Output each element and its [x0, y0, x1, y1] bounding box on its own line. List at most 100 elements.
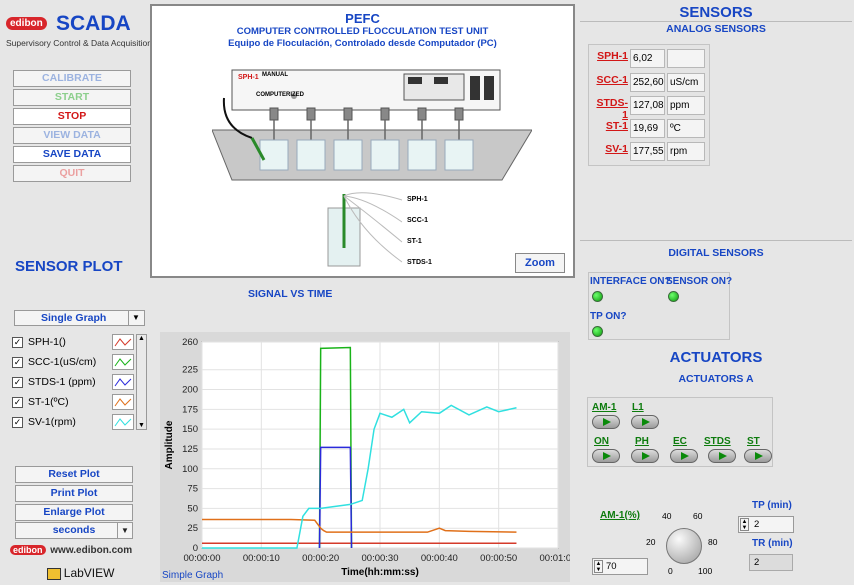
st-label: ST: [747, 436, 760, 447]
probe-beaker-drawing: [327, 192, 403, 267]
sv-1-value: 177,55: [630, 142, 665, 161]
logo: edibon SCADA Supervisory Control & Data …: [6, 12, 152, 50]
y-tick-label: 200: [182, 385, 198, 396]
stds-toggle[interactable]: [708, 449, 736, 463]
x-tick-label: 00:00:20: [302, 553, 339, 564]
am-1-percent-stepper[interactable]: ▲ ▼ 70: [592, 558, 648, 575]
graph-mode-select[interactable]: Single Graph ▼: [14, 310, 145, 326]
knob-tick-100: 100: [698, 566, 713, 576]
legend-checkbox-sph[interactable]: ✓: [12, 337, 23, 348]
scroll-up-icon[interactable]: ▲: [138, 335, 145, 342]
ec-label: EC: [673, 436, 687, 447]
legend-checkbox-st[interactable]: ✓: [12, 397, 23, 408]
l1-label: L1: [632, 402, 644, 413]
time-unit-select[interactable]: seconds ▼: [15, 522, 133, 539]
y-tick-label: 150: [182, 424, 198, 435]
actuators-a-heading: ACTUATORS A: [678, 373, 754, 385]
edibon-footer-logo: edibon www.edibon.com: [10, 545, 132, 556]
unit-title-es: Equipo de Floculación, Controlado desde …: [228, 38, 497, 49]
signal-vs-time-title: SIGNAL VS TIME: [248, 288, 333, 300]
legend-checkbox-stds[interactable]: ✓: [12, 377, 23, 388]
diagram-panel: PEFC COMPUTER CONTROLLED FLOCCULATION TE…: [150, 4, 575, 278]
legend-swatch-scc[interactable]: [112, 354, 134, 370]
view-data-button[interactable]: VIEW DATA: [13, 127, 131, 144]
legend-label-scc: SCC-1(uS/cm): [28, 356, 97, 368]
legend-swatch-sv[interactable]: [112, 414, 134, 430]
chevron-down-icon[interactable]: ▼: [128, 311, 143, 325]
probe-label-stds: STDS-1: [407, 259, 432, 266]
series-line-5: [202, 404, 517, 549]
simple-graph-label: Simple Graph: [162, 570, 224, 581]
y-tick-label: 0: [193, 543, 198, 554]
y-tick-label: 260: [182, 337, 198, 348]
stepper-arrows-icon[interactable]: ▲ ▼: [594, 560, 603, 573]
stds-1-value: 127,08: [630, 96, 665, 115]
knob-tick-60: 60: [693, 511, 703, 521]
signal-chart-svg: 0 25 50 75 100 125 150 175 200 225 260 00:00:00 00:0…: [164, 337, 576, 578]
legend-label-sv: SV-1(rpm): [28, 416, 76, 428]
tp-on-label: TP ON?: [590, 311, 627, 322]
ec-toggle[interactable]: [670, 449, 698, 463]
am-1-label: AM-1: [592, 402, 617, 413]
reset-plot-button[interactable]: Reset Plot: [15, 466, 133, 483]
unit-title-en: COMPUTER CONTROLLED FLOCCULATION TEST UN…: [236, 26, 489, 37]
legend-swatch-st[interactable]: [112, 394, 134, 410]
calibrate-button[interactable]: CALIBRATE: [13, 70, 131, 87]
sensors-heading: SENSORS: [580, 4, 852, 22]
print-plot-button[interactable]: Print Plot: [15, 485, 133, 502]
stds-label: STDS: [704, 436, 731, 447]
ph-label: PH: [635, 436, 649, 447]
l1-toggle[interactable]: [631, 415, 659, 429]
y-tick-label: 100: [182, 464, 198, 475]
scroll-down-icon[interactable]: ▼: [138, 422, 145, 429]
legend-scrollbar[interactable]: ▲ ▼: [136, 334, 147, 430]
y-tick-label: 175: [182, 404, 198, 415]
time-unit-value: seconds: [52, 524, 96, 536]
tp-min-label: TP (min): [752, 500, 792, 511]
am-1-toggle[interactable]: [592, 415, 620, 429]
ph-toggle[interactable]: [631, 449, 659, 463]
sph-1-value: 6,02: [630, 49, 665, 68]
tr-min-display: 2: [749, 554, 793, 571]
computerized-label: COMPUTERIZED: [256, 92, 304, 98]
graph-mode-value: Single Graph: [41, 312, 107, 324]
scada-title: SCADA: [56, 12, 131, 35]
st-toggle[interactable]: [744, 449, 772, 463]
actuators-heading: ACTUATORS: [669, 349, 763, 366]
st-1-unit: ºC: [667, 119, 705, 138]
y-axis-label: Amplitude: [164, 420, 175, 469]
tp-stepper-arrows-icon[interactable]: ▲ ▼: [740, 518, 749, 531]
y-tick-label: 50: [187, 503, 198, 514]
am-1-percent-value: 70: [606, 561, 617, 572]
on-toggle[interactable]: [592, 449, 620, 463]
x-tick-label: 00:00:50: [480, 553, 517, 564]
digital-sensors-panel: [588, 272, 730, 340]
am-1-knob[interactable]: [666, 528, 702, 564]
legend-swatch-sph[interactable]: [112, 334, 134, 350]
legend-label-stds: STDS-1 (ppm): [28, 376, 96, 388]
sensor-on-label: SENSOR ON?: [666, 276, 733, 287]
series-line-3: [318, 446, 353, 549]
tr-min-label: TR (min): [752, 538, 793, 549]
legend-checkbox-sv[interactable]: ✓: [12, 417, 23, 428]
probe-label-scc: SCC-1: [407, 217, 429, 224]
labview-icon: [47, 568, 61, 581]
time-unit-chevron-icon[interactable]: ▼: [117, 523, 132, 538]
sensor-on-led: [668, 291, 679, 302]
analog-sensors-heading: ANALOG SENSORS: [666, 23, 766, 35]
save-data-button[interactable]: SAVE DATA: [13, 146, 131, 163]
labview-label: LabVIEW: [63, 566, 115, 580]
manual-label: MANUAL: [262, 72, 288, 78]
stop-button[interactable]: STOP: [13, 108, 131, 125]
zoom-button[interactable]: Zoom: [515, 253, 565, 273]
enlarge-plot-button[interactable]: Enlarge Plot: [15, 504, 133, 521]
interface-on-led: [592, 291, 603, 302]
quit-button[interactable]: QUIT: [13, 165, 131, 182]
tp-min-stepper[interactable]: ▲ ▼ 2: [738, 516, 794, 533]
on-label: ON: [594, 436, 609, 447]
legend-checkbox-scc[interactable]: ✓: [12, 357, 23, 368]
start-button[interactable]: START: [13, 89, 131, 106]
tr-min-value: 2: [754, 557, 760, 568]
legend-swatch-stds[interactable]: [112, 374, 134, 390]
series-line-4: [202, 518, 517, 533]
